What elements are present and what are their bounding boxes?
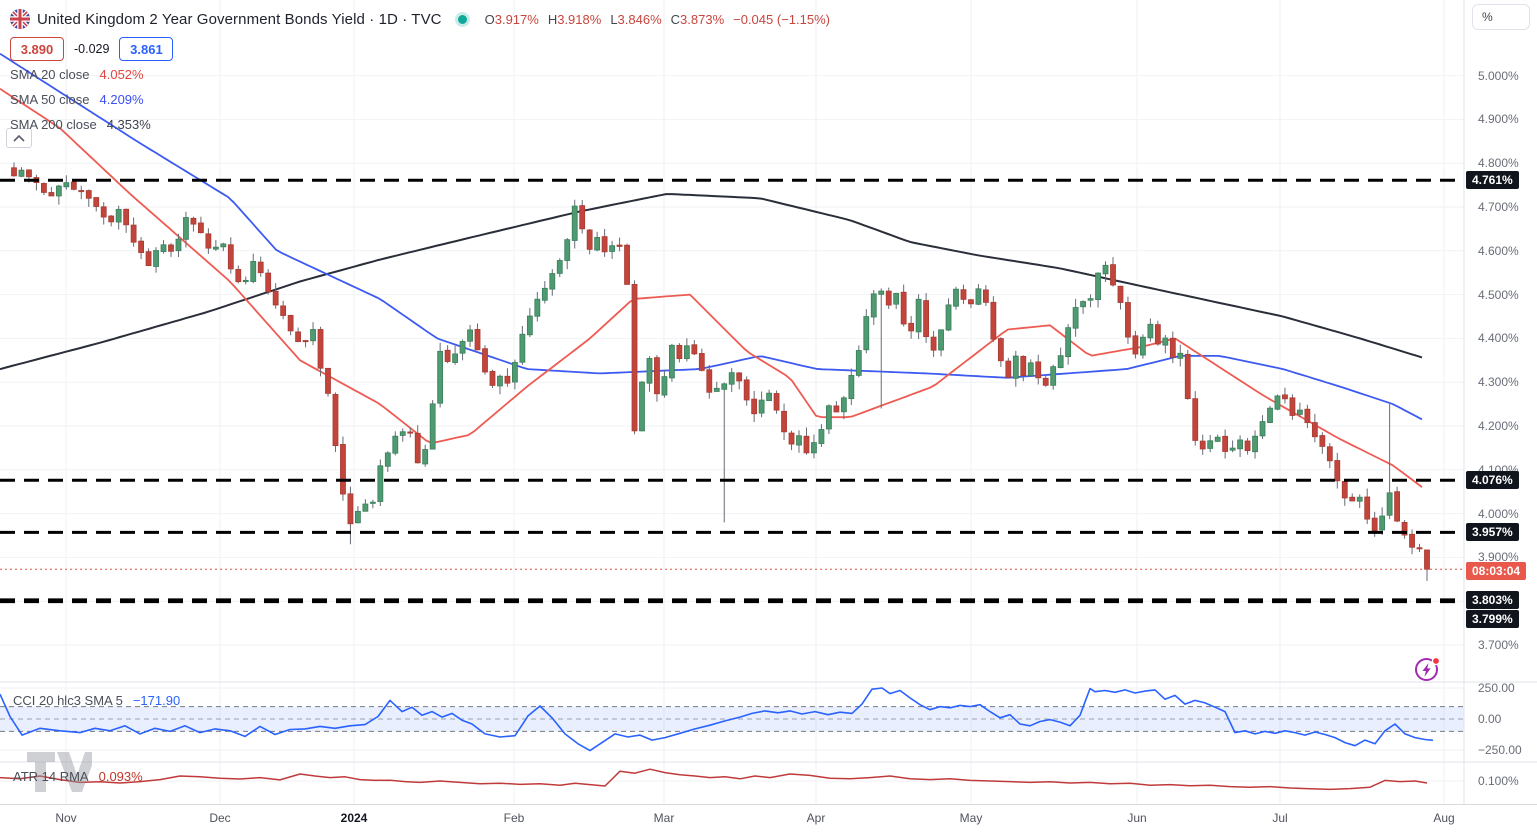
time-axis-label: Jul xyxy=(1272,811,1288,825)
time-axis-label: Mar xyxy=(653,811,675,825)
bar-countdown-badge: 08:03:04 xyxy=(1466,562,1527,581)
trade-buttons-row: 3.890 -0.029 3.861 xyxy=(10,37,830,61)
cci-axis-label: 250.00 xyxy=(1478,681,1515,695)
ohlc-item: C3.873% xyxy=(670,11,725,27)
candles xyxy=(11,162,1430,582)
price-axis-label: 4.500% xyxy=(1478,287,1519,302)
time-axis-label: Apr xyxy=(806,811,826,825)
price-axis-label: 4.800% xyxy=(1478,156,1519,171)
sell-price-button[interactable]: 3.890 xyxy=(10,37,64,61)
level-price-badge: 3.799% xyxy=(1466,609,1519,628)
ohlc-values: O3.917% H3.918% L3.846% C3.873% xyxy=(485,12,734,27)
time-axis-label: May xyxy=(959,811,983,825)
level-price-badge: 3.957% xyxy=(1466,523,1519,542)
price-axis-label: 4.400% xyxy=(1478,331,1519,346)
ohlc-item: H3.918% xyxy=(547,11,602,27)
sma50-label: SMA 50 close xyxy=(10,91,90,107)
ohlc-item: O3.917% xyxy=(484,11,539,27)
time-axis-label: Feb xyxy=(503,811,525,825)
buy-price-button[interactable]: 3.861 xyxy=(119,37,174,61)
collapse-legend-button[interactable] xyxy=(6,128,32,148)
uk-flag-icon xyxy=(10,9,30,29)
flash-news-button[interactable] xyxy=(1413,655,1442,684)
tradingview-watermark xyxy=(26,750,97,799)
price-axis-label: 4.600% xyxy=(1478,243,1519,258)
sma20-value: 4.052% xyxy=(99,66,144,82)
sma200-value: 4.353% xyxy=(106,116,151,132)
indicator-atr[interactable]: ATR 14 RMA 0.093% xyxy=(13,769,143,784)
price-axis[interactable]: 5.000% 4.900% 4.800% 4.700% 4.600% 4.500% 4.40… xyxy=(1464,0,1537,805)
price-axis-label: 3.700% xyxy=(1478,638,1519,652)
lightning-icon xyxy=(1415,656,1441,681)
time-axis-label: Dec xyxy=(209,811,231,825)
price-axis-label: 5.000% xyxy=(1478,68,1519,83)
sma50-value: 4.209% xyxy=(99,91,144,107)
price-axis-unit-button[interactable]: % xyxy=(1472,4,1530,30)
cci-axis-label: −250.00 xyxy=(1478,743,1522,757)
sma20-label: SMA 20 close xyxy=(10,66,90,82)
price-axis-label: 4.000% xyxy=(1478,506,1519,521)
chevron-up-icon xyxy=(13,134,25,142)
atr-value: 0.093% xyxy=(98,769,143,784)
price-axis-label: 4.300% xyxy=(1478,375,1519,390)
indicator-sma200[interactable]: SMA 200 close 4.353% xyxy=(10,112,830,136)
price-axis-label: 3.900% xyxy=(1478,550,1519,565)
chart-legend: United Kingdom 2 Year Government Bonds Y… xyxy=(10,8,830,136)
symbol-title[interactable]: United Kingdom 2 Year Government Bonds Y… xyxy=(37,10,442,28)
ohlc-item: L3.846% xyxy=(610,11,662,27)
atr-label: ATR 14 RMA xyxy=(13,769,89,784)
spread-value: -0.029 xyxy=(74,42,110,56)
level-price-badge: 4.076% xyxy=(1466,471,1519,490)
time-axis-label: Nov xyxy=(55,811,77,825)
price-axis-label: 4.700% xyxy=(1478,200,1519,214)
indicator-sma50[interactable]: SMA 50 close 4.209% xyxy=(10,87,830,111)
price-axis-label: 4.200% xyxy=(1478,419,1519,433)
cci-label: CCI 20 hlc3 SMA 5 xyxy=(13,693,123,708)
indicator-sma20[interactable]: SMA 20 close 4.052% xyxy=(10,62,830,86)
level-price-badge: 4.761% xyxy=(1466,171,1519,190)
sma200-label: SMA 200 close xyxy=(10,116,97,132)
cci-value: −171.90 xyxy=(132,693,181,708)
time-axis-label: Aug xyxy=(1433,811,1455,825)
atr-axis-label: 0.100% xyxy=(1478,774,1519,788)
symbol-header-row: United Kingdom 2 Year Government Bonds Y… xyxy=(10,8,830,30)
market-status-dot[interactable] xyxy=(457,14,467,24)
cci-axis-label: 0.00 xyxy=(1478,712,1502,726)
level-price-badge: 3.803% xyxy=(1466,590,1519,609)
indicator-cci[interactable]: CCI 20 hlc3 SMA 5 −171.90 xyxy=(13,693,180,708)
time-axis-label: Jun xyxy=(1127,811,1147,825)
time-axis-label: 2024 xyxy=(340,811,368,825)
time-axis[interactable]: Nov Dec 2024 Feb Mar Apr May Jun Jul Aug xyxy=(0,805,1537,832)
change-value: −0.045 (−1.15%) xyxy=(733,11,830,27)
price-axis-label: 4.900% xyxy=(1478,112,1519,127)
